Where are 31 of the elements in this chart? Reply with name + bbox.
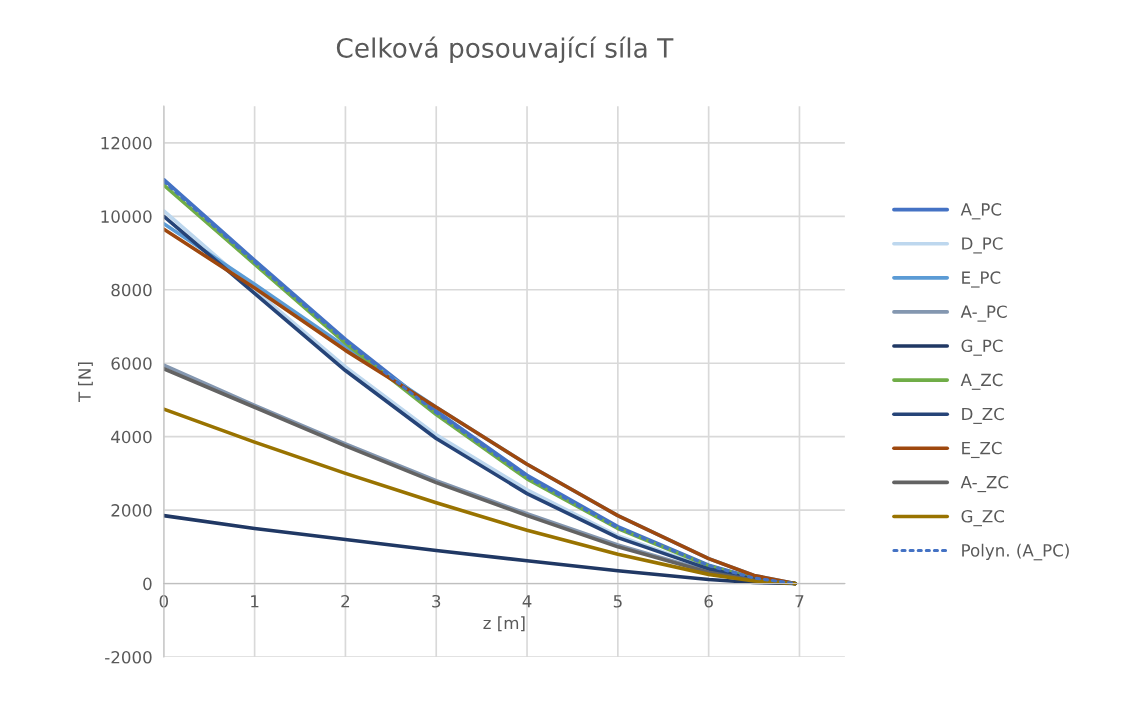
y-tick-label: 0 bbox=[143, 577, 152, 591]
chart-title: Celková posouvající síla T bbox=[336, 36, 674, 64]
legend-label: E_PC bbox=[962, 271, 1001, 288]
legend-label: D_PC bbox=[962, 237, 1003, 254]
y-tick-label: -2000 bbox=[105, 650, 152, 664]
legend-label: A-_ZC bbox=[960, 475, 1009, 493]
x-tick-label: 6 bbox=[704, 594, 713, 608]
legend-label: A_PC bbox=[960, 203, 1002, 220]
y-axis-title: T [N] bbox=[77, 362, 93, 403]
x-tick-label: 3 bbox=[432, 594, 441, 608]
legend-label: E_ZC bbox=[962, 441, 1002, 459]
x-tick-label: 0 bbox=[159, 594, 169, 608]
line-series bbox=[163, 407, 797, 586]
y-tick-label: 2000 bbox=[111, 504, 152, 517]
x-tick-label: 2 bbox=[341, 594, 350, 608]
x-tick-label: 4 bbox=[522, 595, 532, 608]
legend-label: G_ZC bbox=[961, 509, 1004, 527]
legend-label: Polyn. (A_PC) bbox=[962, 543, 1069, 561]
x-tick-label: 5 bbox=[613, 595, 622, 608]
x-tick-label: 1 bbox=[251, 595, 259, 608]
y-tick-label: 4000 bbox=[111, 430, 152, 444]
x-axis-title: z [m] bbox=[483, 616, 525, 632]
y-tick-label: 6000 bbox=[111, 357, 152, 370]
x-tick-label: 7 bbox=[795, 595, 804, 608]
legend-label: A_ZC bbox=[960, 373, 1003, 390]
legend-label: A-_PC bbox=[960, 305, 1007, 322]
legend-label: G_PC bbox=[961, 339, 1003, 356]
legend-label: D_ZC bbox=[962, 407, 1004, 424]
y-tick-label: 12000 bbox=[101, 136, 152, 150]
y-tick-label: 10000 bbox=[101, 210, 152, 223]
y-tick-label: 8000 bbox=[111, 283, 152, 297]
